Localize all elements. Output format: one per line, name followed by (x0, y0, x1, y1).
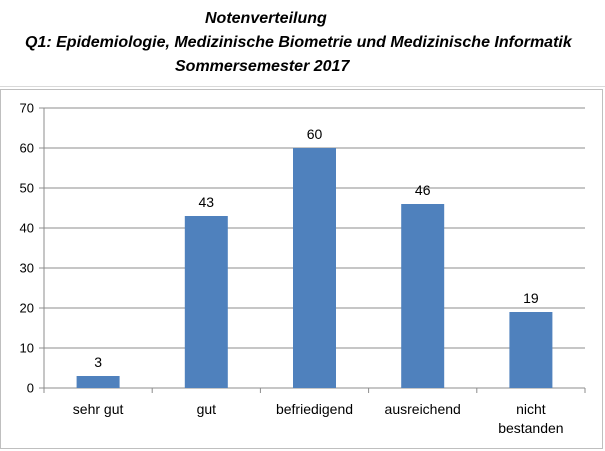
bar-befriedigend (293, 148, 336, 388)
y-tick-label: 40 (20, 221, 34, 236)
y-tick-label: 70 (20, 101, 34, 116)
bar-ausreichend (401, 204, 445, 388)
labels: 0 10 20 30 40 50 60 70 3 sehr gut 43 gut 60 befriedig… (20, 101, 564, 437)
category-label-befriedigend: befriedigend (276, 401, 353, 417)
category-label-sehr-gut: sehr gut (73, 401, 124, 417)
category-label-nicht-bestanden: nicht bestanden (498, 401, 563, 436)
category-label-gut: gut (197, 401, 217, 417)
chart-title: Notenverteilung (205, 10, 327, 27)
y-tick-label: 50 (20, 181, 34, 196)
data-label-ausreichend: 46 (415, 182, 431, 198)
chart-semester: Sommersemester 2017 (175, 58, 350, 75)
y-tick-label: 10 (20, 341, 34, 356)
y-tick-label: 20 (20, 301, 34, 316)
plot-area-frame (0, 89, 603, 449)
chart-subtitle: Q1: Epidemiologie, Medizinische Biometri… (25, 34, 572, 51)
bar-nicht-bestanden (509, 312, 553, 388)
y-tick-label: 60 (20, 141, 34, 156)
data-label-nicht-bestanden: 19 (523, 290, 539, 306)
category-label-ausreichend: ausreichend (385, 401, 461, 417)
bar-gut (184, 216, 228, 388)
title-divider (0, 86, 605, 87)
bar-sehr-gut (76, 376, 120, 388)
data-label-gut: 43 (199, 194, 215, 210)
y-tick-label: 0 (27, 381, 34, 396)
bars (76, 148, 553, 388)
y-tick-label: 30 (20, 261, 34, 276)
data-label-befriedigend: 60 (307, 126, 323, 142)
data-label-sehr-gut: 3 (94, 354, 102, 370)
